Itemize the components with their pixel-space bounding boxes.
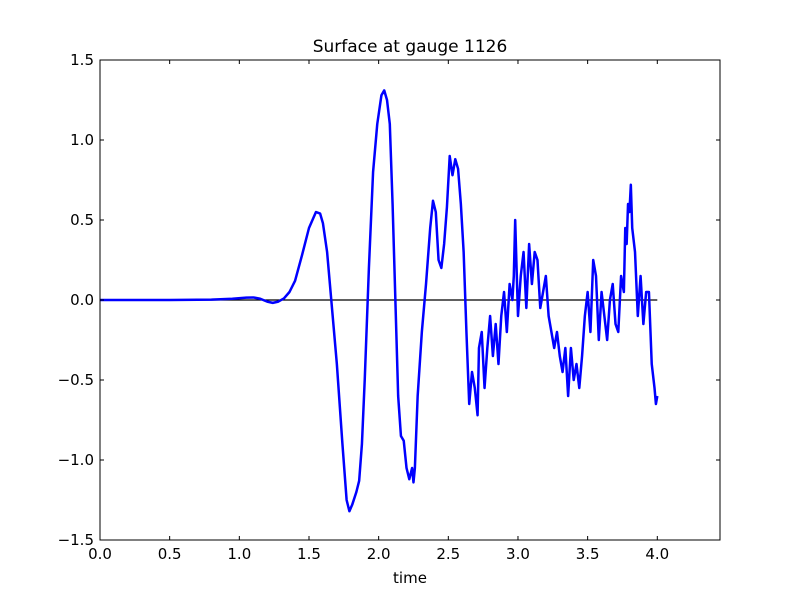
x-tick-label: 0.0 (88, 545, 112, 563)
y-tick-label: 0.0 (70, 291, 94, 309)
plot-area (100, 89, 659, 513)
series-line-1 (100, 89, 659, 513)
y-tick-label: −0.5 (58, 371, 94, 389)
y-tick-label: −1.0 (58, 451, 94, 469)
x-tick-label: 3.0 (506, 545, 530, 563)
x-tick-label: 1.0 (227, 545, 251, 563)
x-tick-label: 3.5 (576, 545, 600, 563)
y-tick-label: −1.5 (58, 531, 94, 549)
y-tick-label: 0.5 (70, 211, 94, 229)
x-tick-label: 4.0 (645, 545, 669, 563)
y-tick-label: 1.0 (70, 131, 94, 149)
axis-ticks: 0.0 0.5 1.0 1.5 2.0 2.5 3.0 3.5 4.0 −1.5 −1.0 −0.5 0… (58, 51, 720, 563)
y-tick-label: 1.5 (70, 51, 94, 69)
x-tick-label: 0.5 (158, 545, 182, 563)
x-axis-label: time (393, 569, 427, 587)
chart-title: Surface at gauge 1126 (313, 37, 508, 57)
x-tick-label: 2.0 (367, 545, 391, 563)
x-tick-label: 1.5 (297, 545, 321, 563)
x-tick-label: 2.5 (436, 545, 460, 563)
